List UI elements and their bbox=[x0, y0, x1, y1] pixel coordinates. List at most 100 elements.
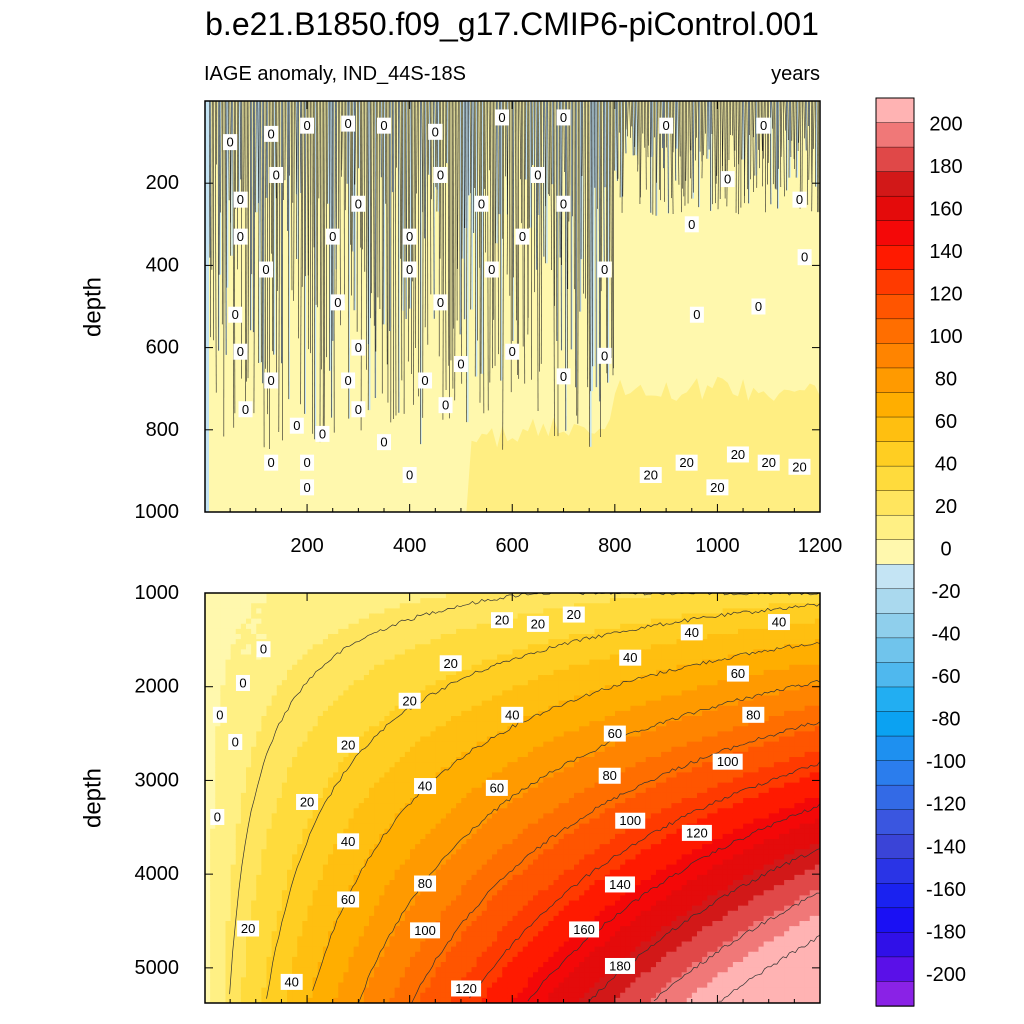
field-cell bbox=[420, 844, 426, 850]
contour-label: 0 bbox=[693, 307, 700, 322]
field-cell bbox=[215, 895, 221, 902]
field-cell bbox=[302, 628, 309, 635]
field-cell bbox=[343, 874, 350, 881]
field-cell bbox=[456, 808, 462, 814]
field-cell bbox=[297, 839, 303, 845]
field-cell bbox=[440, 685, 447, 691]
field-cell bbox=[276, 864, 283, 871]
field-cell bbox=[348, 654, 355, 661]
field-cell bbox=[328, 864, 334, 871]
contour-line bbox=[689, 101, 691, 179]
field-cell bbox=[246, 731, 252, 738]
field-cell bbox=[235, 798, 242, 804]
field-cell bbox=[317, 803, 324, 809]
field-cell bbox=[425, 767, 432, 773]
field-cell bbox=[384, 992, 391, 999]
contour-line bbox=[649, 101, 652, 213]
field-cell bbox=[353, 767, 360, 773]
field-cell bbox=[353, 813, 360, 820]
field-cell bbox=[220, 623, 227, 630]
field-cell bbox=[461, 910, 467, 917]
field-cell bbox=[379, 997, 385, 1003]
contour-label-box bbox=[289, 417, 304, 434]
field-cell bbox=[404, 803, 411, 809]
field-cell bbox=[471, 823, 478, 830]
contour-label-box bbox=[402, 467, 417, 484]
field-cell bbox=[287, 936, 293, 943]
field-cell bbox=[328, 726, 334, 732]
field-cell bbox=[338, 762, 344, 768]
field-cell bbox=[399, 659, 406, 666]
field-cell bbox=[399, 931, 406, 937]
field-cell bbox=[389, 997, 396, 1003]
field-cell bbox=[246, 623, 252, 630]
field-cell bbox=[374, 644, 380, 650]
field-cell bbox=[440, 726, 447, 732]
field-cell bbox=[287, 593, 293, 599]
field-cell bbox=[435, 644, 442, 650]
field-cell bbox=[292, 664, 298, 671]
field-cell bbox=[430, 828, 437, 835]
field-cell bbox=[374, 639, 380, 645]
contour-label: 0 bbox=[755, 299, 762, 314]
field-cell bbox=[205, 956, 211, 963]
field-cell bbox=[205, 762, 211, 768]
field-cell bbox=[440, 680, 447, 686]
field-cell bbox=[322, 593, 329, 599]
field-cell bbox=[363, 900, 370, 907]
field-cell bbox=[435, 613, 442, 620]
field-cell bbox=[476, 680, 483, 686]
field-cell bbox=[353, 874, 360, 881]
field-cell bbox=[379, 792, 385, 799]
field-cell bbox=[440, 987, 447, 994]
field-cell bbox=[338, 690, 344, 697]
field-cell bbox=[466, 649, 473, 656]
field-cell bbox=[358, 874, 365, 881]
field-cell bbox=[338, 859, 344, 866]
field-cell bbox=[266, 818, 273, 825]
field-cell bbox=[225, 664, 232, 671]
field-cell bbox=[451, 757, 457, 763]
field-cell bbox=[420, 726, 426, 732]
field-cell bbox=[420, 833, 426, 840]
field-cell bbox=[369, 818, 375, 825]
field-cell bbox=[210, 685, 216, 691]
field-cell bbox=[379, 767, 385, 773]
field-cell bbox=[430, 675, 437, 681]
field-cell bbox=[312, 992, 319, 999]
field-cell bbox=[363, 659, 370, 666]
field-cell bbox=[205, 731, 211, 738]
field-cell bbox=[322, 649, 329, 656]
contour-label: 0 bbox=[319, 426, 326, 441]
field-cell bbox=[230, 634, 237, 640]
field-cell bbox=[302, 757, 309, 763]
field-cell bbox=[276, 664, 283, 671]
field-cell bbox=[210, 962, 216, 968]
field-streak bbox=[369, 101, 371, 411]
field-cell bbox=[425, 956, 432, 963]
field-cell bbox=[440, 721, 447, 727]
field-cell bbox=[235, 941, 242, 948]
field-cell bbox=[471, 839, 478, 845]
field-cell bbox=[287, 823, 293, 830]
field-cell bbox=[435, 839, 442, 845]
field-cell bbox=[369, 690, 375, 697]
field-cell bbox=[312, 751, 319, 758]
field-cell bbox=[394, 905, 401, 912]
field-cell bbox=[205, 951, 211, 958]
field-streak bbox=[708, 101, 711, 150]
field-cell bbox=[415, 669, 421, 676]
field-cell bbox=[353, 731, 360, 738]
field-cell bbox=[476, 669, 483, 676]
field-cell bbox=[312, 639, 319, 645]
field-cell bbox=[399, 613, 406, 620]
field-cell bbox=[246, 859, 252, 866]
field-cell bbox=[420, 941, 426, 948]
field-cell bbox=[369, 946, 375, 953]
field-cell bbox=[205, 895, 211, 902]
field-cell bbox=[251, 628, 257, 635]
field-cell bbox=[307, 967, 314, 973]
field-cell bbox=[410, 967, 416, 973]
field-cell bbox=[369, 869, 375, 876]
field-cell bbox=[471, 623, 478, 630]
